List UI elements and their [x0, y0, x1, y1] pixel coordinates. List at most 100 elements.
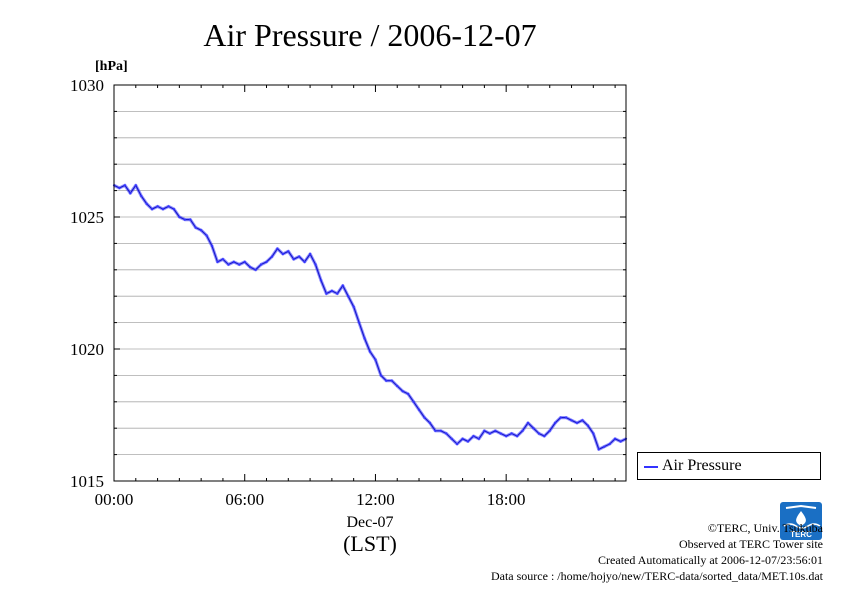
data-point — [129, 192, 132, 195]
series-line-halo — [113, 183, 627, 451]
data-point — [205, 234, 208, 237]
data-point — [575, 421, 579, 424]
data-point — [407, 392, 410, 395]
data-point — [325, 292, 328, 295]
data-point — [439, 429, 442, 432]
data-point — [619, 440, 622, 443]
data-point — [319, 279, 323, 282]
grid-lines — [114, 111, 626, 456]
x-axis-timezone-label: (LST) — [343, 531, 397, 556]
data-point — [614, 437, 617, 440]
data-point — [526, 421, 530, 424]
data-point — [554, 421, 557, 424]
data-point — [559, 416, 562, 419]
y-tick-label: 1025 — [70, 208, 104, 227]
data-point — [189, 218, 192, 221]
observed-text: Observed at TERC Tower site — [678, 537, 823, 551]
data-point — [210, 244, 214, 248]
data-point — [232, 260, 235, 263]
data-point — [390, 379, 393, 382]
series-lines — [112, 183, 628, 451]
created-text: Created Automatically at 2006-12-07/23:5… — [598, 553, 823, 567]
legend-swatch — [644, 466, 658, 468]
data-point — [336, 292, 339, 295]
data-point — [603, 445, 606, 448]
x-tick-label: 06:00 — [225, 490, 264, 509]
data-point — [172, 208, 175, 211]
data-point — [151, 208, 154, 211]
data-point — [123, 184, 126, 187]
data-point — [221, 258, 224, 261]
y-tick-label: 1030 — [70, 76, 104, 95]
data-point — [254, 268, 257, 271]
plot-area-frame — [113, 84, 627, 482]
data-point — [341, 284, 344, 287]
data-point — [412, 400, 415, 403]
data-point — [456, 442, 459, 446]
data-point — [352, 305, 355, 308]
data-point — [134, 184, 137, 187]
data-point — [178, 215, 181, 219]
data-point — [385, 379, 388, 382]
data-point — [347, 295, 350, 298]
data-point — [510, 432, 513, 435]
data-point — [227, 263, 230, 266]
data-point — [499, 432, 502, 435]
data-point — [466, 440, 470, 443]
data-point — [374, 358, 377, 361]
data-point — [521, 429, 524, 432]
data-source-text: Data source : /home/hojyo/new/TERC-data/… — [490, 569, 823, 583]
data-point — [532, 427, 535, 430]
data-point — [450, 437, 453, 440]
data-point — [597, 448, 600, 451]
data-point — [156, 205, 159, 208]
credits-block: ©TERC, Univ. Tsukuba Observed at TERC To… — [491, 520, 823, 584]
data-point — [249, 266, 252, 269]
data-point — [183, 218, 186, 221]
data-point — [140, 194, 143, 197]
data-point — [379, 374, 382, 377]
data-point — [145, 202, 148, 205]
y-tick-label: 1020 — [70, 340, 104, 359]
terc-logo: TERC — [780, 502, 822, 540]
data-point — [488, 432, 491, 435]
data-point — [592, 432, 595, 435]
legend-label: Air Pressure — [662, 457, 742, 474]
data-point — [260, 263, 263, 266]
chart-title: Air Pressure / 2006-12-07 — [203, 17, 536, 53]
axis-ticks: 1015 1020 1025 1030 00:00 06:00 12:00 18:00 — [70, 76, 626, 509]
data-point — [570, 419, 573, 422]
legend: Air Pressure — [637, 452, 821, 480]
data-point — [461, 437, 464, 440]
y-axis-unit-label: [hPa] — [95, 59, 128, 74]
data-point — [161, 208, 165, 211]
data-point — [303, 260, 306, 263]
data-point — [363, 337, 366, 340]
y-tick-label: 1015 — [70, 472, 104, 491]
data-point — [516, 435, 519, 438]
data-point — [118, 186, 121, 190]
data-point — [434, 429, 437, 432]
logo-text: TERC — [790, 530, 812, 539]
x-tick-label: 00:00 — [95, 490, 134, 509]
data-point — [477, 437, 480, 440]
data-point — [200, 229, 203, 232]
data-point — [314, 263, 317, 266]
data-point — [287, 250, 290, 253]
data-point — [270, 255, 274, 258]
data-point — [472, 435, 475, 438]
data-point — [543, 435, 546, 438]
data-point — [581, 419, 584, 422]
data-point — [401, 390, 404, 393]
data-point — [238, 263, 241, 266]
data-point — [194, 226, 197, 229]
data-point — [298, 255, 301, 258]
x-tick-label: 18:00 — [487, 490, 526, 509]
data-point — [505, 435, 508, 438]
copyright-text: ©TERC, Univ. Tsukuba — [707, 521, 823, 535]
series-line — [113, 184, 627, 450]
data-point — [483, 429, 486, 432]
data-point — [537, 432, 541, 435]
data-point — [428, 421, 431, 424]
